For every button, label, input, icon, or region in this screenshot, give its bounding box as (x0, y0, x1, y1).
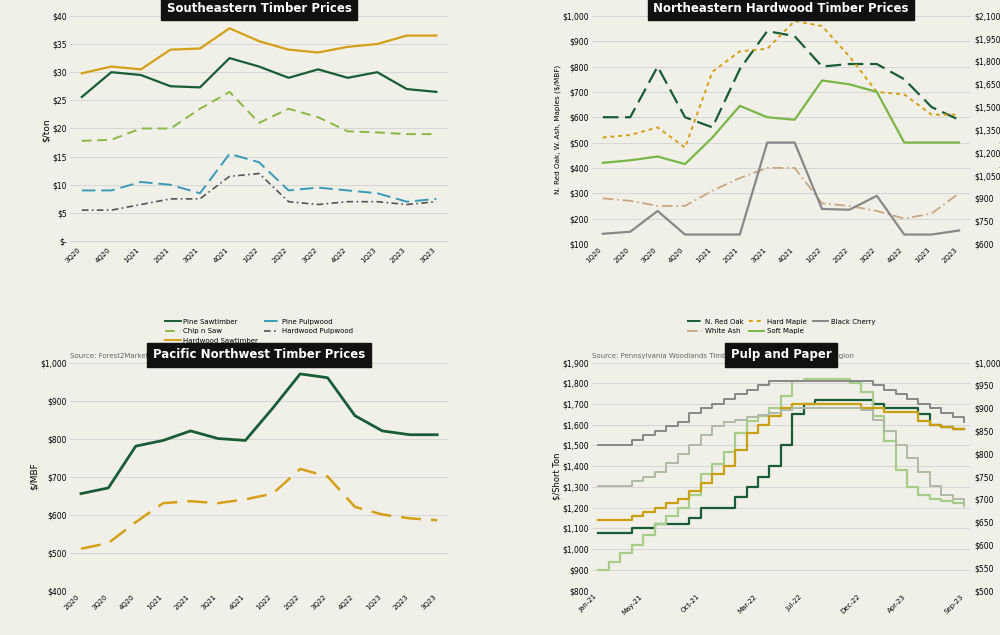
Y-axis label: N. Red Oak, W. Ash, Maples ($/MBF): N. Red Oak, W. Ash, Maples ($/MBF) (555, 65, 561, 194)
Text: Source: Pennsylvania Woodlands Timber Market Report - Northwest Region: Source: Pennsylvania Woodlands Timber Ma… (592, 354, 854, 359)
Y-axis label: $/MBF: $/MBF (30, 463, 39, 490)
Legend: Pine Sawtimber, Chip n Saw, Hardwood Sawtimber, Pine Pulpwood, Hardwood Pulpwood: Pine Sawtimber, Chip n Saw, Hardwood Saw… (163, 316, 356, 346)
Text: Source: Forest2Market®: Source: Forest2Market® (70, 354, 156, 359)
Title: Southeastern Timber Prices: Southeastern Timber Prices (167, 2, 352, 15)
Y-axis label: $/Short Ton: $/Short Ton (552, 453, 561, 500)
Title: Northeastern Hardwood Timber Prices: Northeastern Hardwood Timber Prices (653, 2, 909, 15)
Legend: N. Red Oak, White Ash, Hard Maple, Soft Maple, Black Cherry: N. Red Oak, White Ash, Hard Maple, Soft … (684, 316, 878, 337)
Y-axis label: $/ton: $/ton (42, 118, 51, 142)
Title: Pulp and Paper: Pulp and Paper (731, 349, 831, 361)
Title: Pacific Northwest Timber Prices: Pacific Northwest Timber Prices (153, 349, 365, 361)
